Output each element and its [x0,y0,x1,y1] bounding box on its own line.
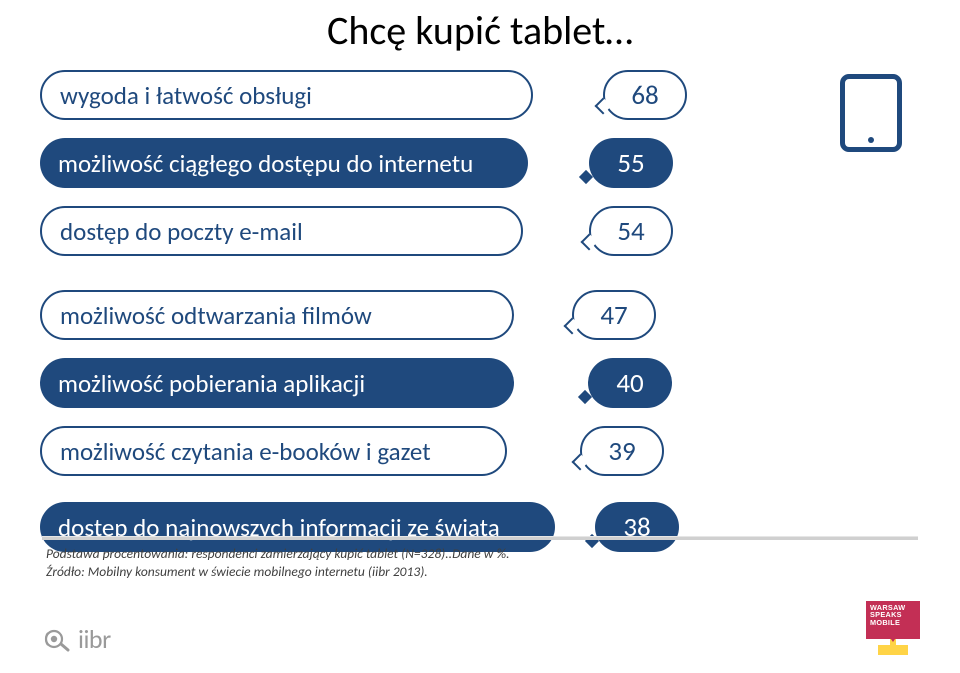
chart-row: możliwość czytania e-booków i gazet 39 [40,426,740,476]
value-bubble: 47 [572,290,656,340]
warsaw-speaks-mobile-logo: WARSAW SPEAKS MOBILE [866,601,920,655]
chart-row: możliwość pobierania aplikacji 40 [40,358,740,408]
value-text: 39 [608,435,635,468]
bar-label: wygoda i łatwość obsługi [40,70,533,120]
footnote-line: Podstawa procentowania: respondenci zami… [46,545,510,563]
bar-label: możliwość czytania e-booków i gazet [40,426,507,476]
value-text: 47 [600,299,627,332]
iibr-logo: iibr [44,623,111,655]
page-title: Chcę kupić tablet… [0,6,960,55]
chart-row: dostęp do poczty e-mail 54 [40,206,740,256]
iibr-eye-icon [44,625,72,653]
bubble-tail [564,318,581,335]
value-text: 40 [616,367,643,400]
chart-row: możliwość odtwarzania filmów 47 [40,290,740,340]
bubble-tail [595,98,612,115]
wsm-line: MOBILE [870,619,917,626]
chart-row: możliwość ciągłego dostępu do internetu 5… [40,138,740,188]
bubble-tail [578,390,592,404]
bar-label: dostęp do poczty e-mail [40,206,523,256]
bar-chart: wygoda i łatwość obsługi 68 możliwość ciąg… [40,70,740,570]
divider [42,537,918,540]
chart-row: wygoda i łatwość obsługi 68 [40,70,740,120]
value-bubble: 39 [580,426,664,476]
value-bubble: 40 [588,358,672,408]
bar-label: możliwość ciągłego dostępu do internetu [40,138,528,188]
value-bubble: 68 [603,70,687,120]
bar-label: możliwość odtwarzania filmów [40,290,514,340]
slide: Chcę kupić tablet… wygoda i łatwość obsł… [0,0,960,673]
bubble-tail [579,170,593,184]
bubble-tail [581,234,598,251]
footnote-line: Źródło: Mobilny konsument w świecie mobi… [46,563,510,581]
bar-label: możliwość pobierania aplikacji [40,358,514,408]
value-bubble: 54 [589,206,673,256]
value-bubble: 55 [589,138,673,188]
footnote: Podstawa procentowania: respondenci zami… [46,545,510,581]
tablet-icon [840,74,902,152]
value-bubble: 38 [595,502,679,552]
value-text: 55 [617,147,644,180]
bubble-tail [572,454,589,471]
value-text: 68 [631,79,658,112]
tablet-home-dot [868,137,874,143]
iibr-text: iibr [78,623,111,655]
value-text: 54 [617,215,644,248]
wsm-base [878,645,908,655]
wsm-text: WARSAW SPEAKS MOBILE [866,601,920,639]
